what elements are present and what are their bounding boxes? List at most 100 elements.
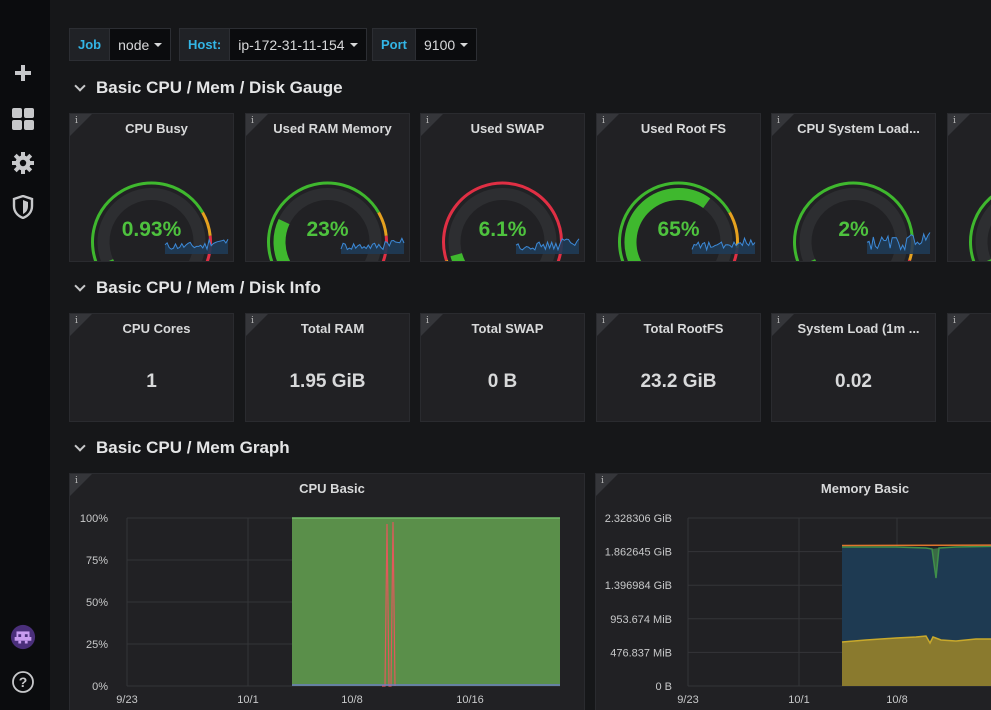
gauge-panel[interactable]: i Used Root FS 65% — [596, 113, 761, 262]
y-tick-label: 50% — [86, 597, 108, 609]
panel-memory-basic[interactable]: i Memory Basic 2.328306 GiB 1.862645 GiB… — [595, 473, 991, 710]
chevron-down-icon — [74, 280, 86, 292]
panel-title: Used RAM Memory — [273, 121, 392, 136]
info-icon[interactable]: i — [953, 116, 956, 126]
dashboards-icon[interactable] — [10, 106, 36, 132]
gauge-sparkline-area — [692, 238, 755, 254]
x-tick-label: 9/23 — [677, 694, 698, 706]
gear-icon[interactable] — [10, 150, 36, 176]
panel-title: CPU Cores — [122, 321, 191, 336]
stat-panel[interactable]: i CPU Cores 1 — [69, 313, 234, 422]
caret-down-icon — [154, 42, 163, 47]
variable-label: Job — [69, 28, 111, 61]
info-icon[interactable]: i — [251, 316, 254, 326]
memory-total-line — [841, 544, 991, 547]
gauge-value: 0.93% — [121, 218, 182, 241]
gauge-panel[interactable]: i CPU Busy 0.93% — [69, 113, 234, 262]
row-header-gauge[interactable]: Basic CPU / Mem / Disk Gauge — [74, 78, 343, 98]
variable-job: Job node — [69, 28, 172, 61]
gauge-graphic — [91, 181, 229, 261]
stat-panel[interactable]: i System Load (1m ... 0.02 — [771, 313, 936, 422]
stat-panel[interactable]: i Total RootFS 23.2 GiB — [596, 313, 761, 422]
shield-icon[interactable] — [10, 194, 36, 220]
info-icon[interactable]: i — [601, 476, 604, 486]
gauge-panel[interactable]: i Used RAM Memory 23% — [245, 113, 410, 262]
info-icon[interactable]: i — [251, 116, 254, 126]
variable-label: Host: — [179, 28, 231, 61]
gauge-threshold-arc — [969, 195, 991, 261]
gauge-threshold-arc — [442, 181, 563, 261]
info-icon[interactable]: i — [777, 116, 780, 126]
variable-port: Port 9100 — [372, 28, 478, 61]
stat-value: 1 — [948, 371, 991, 393]
gauge-track — [448, 188, 557, 261]
variable-port-dropdown[interactable]: 9100 — [416, 28, 478, 61]
info-icon[interactable]: i — [75, 116, 78, 126]
panel-cpu-basic[interactable]: i CPU Basic 100% 75% 50% 25% 0% 9/23 10/… — [69, 473, 585, 710]
x-tick-label: 9/23 — [116, 694, 137, 706]
cpu-basic-chart: 100% 75% 50% 25% 0% 9/23 10/1 10/8 10/16 — [80, 513, 560, 706]
stat-value: 0 B — [487, 371, 518, 392]
info-icon[interactable]: i — [75, 316, 78, 326]
gauge-value: 65% — [657, 218, 700, 241]
variable-label: Port — [372, 28, 416, 61]
info-corner — [246, 114, 268, 136]
gauge-graphic — [618, 181, 756, 261]
panel-title: CPU Busy — [125, 121, 188, 136]
memory-used-area — [842, 636, 991, 686]
panel-title: Used SWAP — [470, 121, 545, 136]
gauge-value-arc — [273, 219, 291, 261]
row-title: Basic CPU / Mem Graph — [96, 438, 290, 457]
variable-job-dropdown[interactable]: node — [110, 28, 172, 61]
gauge-graphic — [267, 181, 405, 261]
caret-down-icon — [460, 42, 469, 47]
variable-value: ip-172-31-11-154 — [238, 36, 345, 53]
gauge-sparkline-area — [516, 238, 579, 254]
gauge-threshold-arc — [793, 181, 914, 261]
stat-value: 0.02 — [835, 371, 872, 392]
info-icon[interactable]: i — [777, 316, 780, 326]
x-tick-label: 10/8 — [341, 694, 362, 706]
plus-icon[interactable] — [10, 60, 36, 86]
stat-panel[interactable]: i Total RAM 1.95 GiB — [245, 313, 410, 422]
memory-used-line — [841, 635, 991, 645]
info-icon[interactable]: i — [953, 316, 956, 326]
info-icon[interactable]: i — [426, 316, 429, 326]
gauge-track — [975, 204, 991, 261]
info-corner — [70, 474, 92, 496]
gauge-panel[interactable]: i CPU System Load... 2% — [771, 113, 936, 262]
info-corner — [70, 114, 92, 136]
variable-host-dropdown[interactable]: ip-172-31-11-154 — [230, 28, 367, 61]
row-header-info[interactable]: Basic CPU / Mem / Disk Info — [74, 278, 321, 298]
y-tick-label: 476.837 MiB — [610, 647, 672, 659]
panel-title: System Load (1m ... — [797, 321, 920, 336]
stat-value: 23.2 GiB — [640, 371, 717, 392]
panel-title: Memory Basic — [820, 481, 910, 496]
info-corner — [597, 114, 619, 136]
x-tick-label: 10/16 — [456, 694, 484, 706]
row-header-graph[interactable]: Basic CPU / Mem Graph — [74, 438, 290, 458]
gauge-panel[interactable]: i Used SWAP 6.1% — [420, 113, 585, 262]
gauge-value-arc — [624, 188, 711, 261]
stat-panel[interactable]: i1 — [947, 313, 991, 422]
y-tick-label: 0% — [92, 681, 108, 693]
help-icon[interactable]: ? — [10, 669, 36, 695]
info-icon[interactable]: i — [426, 116, 429, 126]
gauge-value: 6.1% — [478, 218, 527, 241]
info-corner — [772, 314, 794, 336]
panel-title: CPU Basic — [299, 481, 365, 496]
info-corner — [948, 314, 970, 336]
gauge-graphic — [793, 181, 931, 261]
info-icon[interactable]: i — [602, 116, 605, 126]
gauge-sparkline — [866, 232, 931, 252]
info-icon[interactable]: i — [75, 476, 78, 486]
dashboard-main: Job node Host: ip-172-31-11-154 Port 910… — [52, 0, 991, 710]
user-avatar[interactable] — [10, 624, 36, 650]
panel-title: Total RootFS — [643, 321, 724, 336]
info-icon[interactable]: i — [602, 316, 605, 326]
stat-panel[interactable]: i Total SWAP 0 B — [420, 313, 585, 422]
panel-title: CPU System Load... — [797, 121, 920, 136]
stat-value: 1.95 GiB — [289, 371, 366, 392]
info-corner — [421, 314, 443, 336]
